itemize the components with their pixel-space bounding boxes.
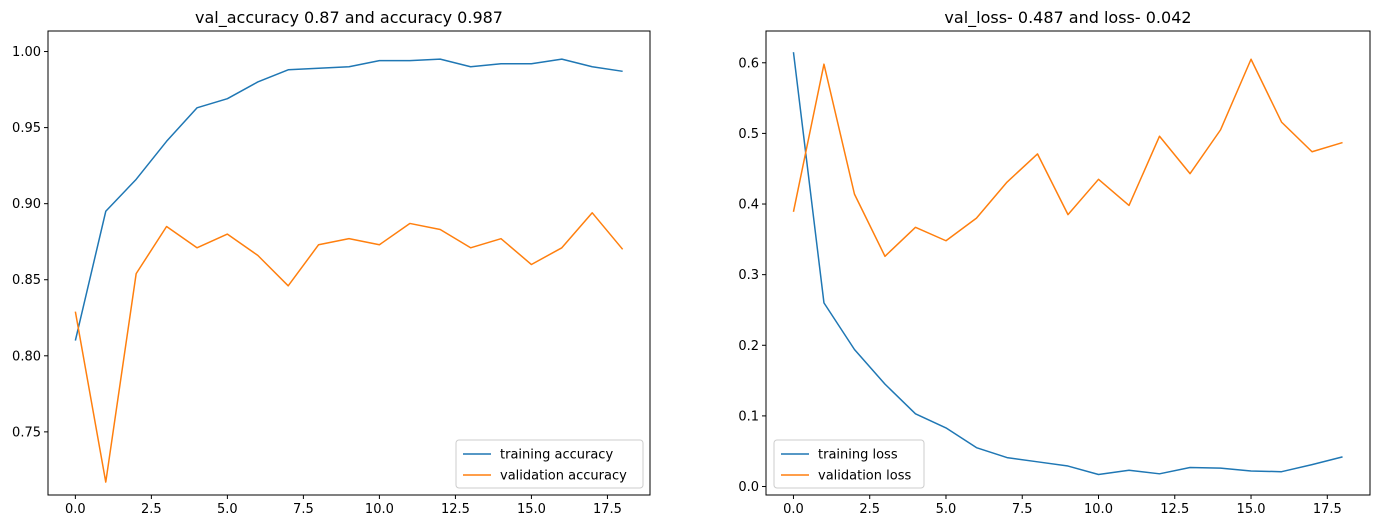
accuracy-x-axis: 0.0 2.5 5.0 7.5 10.0 12.5 15.0 17.5 xyxy=(65,495,622,517)
x-tick-label: 15.0 xyxy=(1237,502,1266,517)
accuracy-series xyxy=(74,58,624,483)
y-tick-label: 0.5 xyxy=(738,127,759,142)
y-tick-label: 0.0 xyxy=(738,480,759,495)
y-tick-label: 0.85 xyxy=(12,273,41,288)
legend-label-training-accuracy: training accuracy xyxy=(500,448,613,463)
legend-label-validation-accuracy: validation accuracy xyxy=(500,469,627,484)
loss-x-axis: 0.0 2.5 5.0 7.5 10.0 12.5 15.0 17.5 xyxy=(783,495,1342,517)
loss-y-axis: 0.0 0.1 0.2 0.3 0.4 0.5 0.6 xyxy=(738,56,766,495)
y-tick-label: 1.00 xyxy=(12,45,41,60)
y-tick-label: 0.6 xyxy=(738,56,759,71)
y-tick-label: 0.1 xyxy=(738,409,759,424)
x-tick-label: 2.5 xyxy=(859,502,880,517)
x-tick-label: 7.5 xyxy=(293,502,314,517)
accuracy-legend-box xyxy=(455,439,644,489)
series-line-training-accuracy xyxy=(74,58,623,341)
accuracy-legend: training accuracy validation accuracy xyxy=(455,439,644,489)
x-tick-label: 5.0 xyxy=(936,502,957,517)
loss-legend: training loss validation loss xyxy=(773,439,925,489)
loss-series xyxy=(792,52,1343,476)
x-tick-label: 10.0 xyxy=(365,502,394,517)
y-tick-label: 0.75 xyxy=(12,425,41,440)
x-tick-label: 0.0 xyxy=(783,502,804,517)
x-tick-label: 15.0 xyxy=(517,502,546,517)
x-tick-label: 0.0 xyxy=(65,502,86,517)
y-tick-label: 0.3 xyxy=(738,268,759,283)
series-line-training-loss xyxy=(792,52,1343,476)
x-tick-label: 10.0 xyxy=(1084,502,1113,517)
x-tick-label: 7.5 xyxy=(1012,502,1033,517)
accuracy-chart: val_accuracy 0.87 and accuracy 0.987 0.0… xyxy=(12,8,651,517)
y-tick-label: 0.2 xyxy=(738,339,759,354)
x-tick-label: 12.5 xyxy=(1160,502,1189,517)
x-tick-label: 2.5 xyxy=(141,502,162,517)
loss-chart-title: val_loss- 0.487 and loss- 0.042 xyxy=(944,8,1191,28)
accuracy-y-axis: 0.75 0.80 0.85 0.90 0.95 1.00 xyxy=(12,45,48,440)
accuracy-plot-area xyxy=(47,30,651,496)
y-tick-label: 0.4 xyxy=(738,198,759,213)
x-tick-label: 17.5 xyxy=(593,502,622,517)
series-line-validation-loss xyxy=(792,58,1343,258)
y-tick-label: 0.90 xyxy=(12,197,41,212)
loss-plot-area xyxy=(765,30,1371,496)
loss-chart: val_loss- 0.487 and loss- 0.042 0.0 2.5 5.… xyxy=(738,8,1371,517)
x-tick-label: 17.5 xyxy=(1313,502,1342,517)
loss-legend-box xyxy=(773,439,925,489)
legend-label-training-loss: training loss xyxy=(818,448,898,463)
y-tick-label: 0.95 xyxy=(12,121,41,136)
accuracy-chart-title: val_accuracy 0.87 and accuracy 0.987 xyxy=(195,8,503,28)
x-tick-label: 12.5 xyxy=(441,502,470,517)
y-tick-label: 0.80 xyxy=(12,349,41,364)
x-tick-label: 5.0 xyxy=(217,502,238,517)
legend-label-validation-loss: validation loss xyxy=(818,469,911,484)
